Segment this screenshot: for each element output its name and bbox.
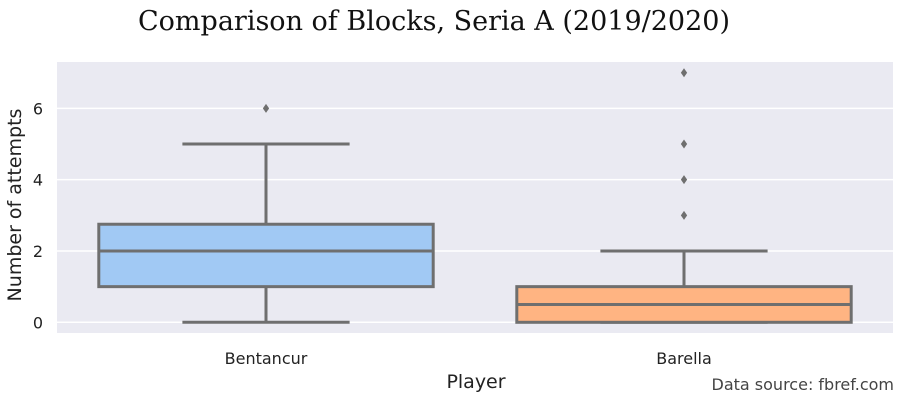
x-tick-label: Barella (656, 349, 712, 368)
y-tick-label: 6 (33, 99, 43, 118)
y-axis-label: Number of attempts (4, 109, 26, 302)
outlier-point (680, 68, 688, 78)
y-tick-label: 2 (33, 242, 43, 261)
y-tick-label: 4 (33, 171, 43, 190)
data-source-note: Data source: fbref.com (712, 375, 894, 394)
outlier-point (680, 139, 688, 149)
iqr-box (97, 222, 435, 289)
box-barella (515, 68, 853, 324)
y-tick-label: 0 (33, 313, 43, 332)
boxes-layer (97, 68, 853, 324)
x-tick-label: Bentancur (225, 349, 308, 368)
outlier-point (262, 103, 270, 113)
chart-title: Comparison of Blocks, Seria A (2019/2020… (138, 6, 730, 37)
x-tick-labels: Bentancur Barella (225, 349, 712, 368)
outlier-point (680, 175, 688, 185)
x-axis-label: Player (446, 371, 505, 393)
y-tick-labels: 0 2 4 6 (33, 99, 43, 332)
outlier-point (680, 210, 688, 220)
box-bentancur (97, 103, 435, 324)
